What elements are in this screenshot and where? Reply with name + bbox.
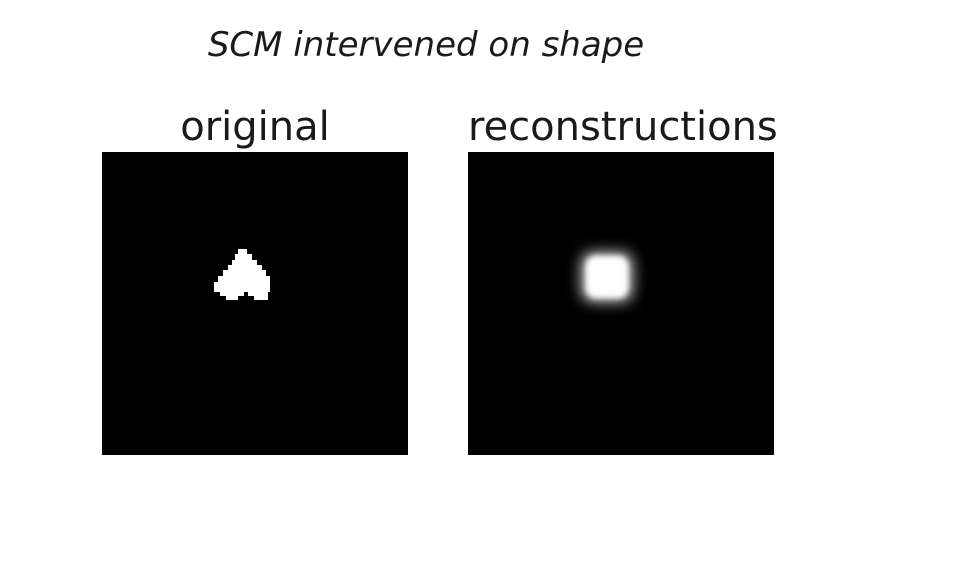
reconstructions-title: reconstructions (468, 104, 778, 150)
original-heart-shape (102, 152, 408, 455)
reconstruction-blob (468, 152, 774, 455)
original-title: original (180, 104, 330, 150)
original-image (102, 152, 408, 455)
figure-suptitle: SCM intervened on shape (207, 25, 645, 65)
reconstructions-image (468, 152, 774, 455)
